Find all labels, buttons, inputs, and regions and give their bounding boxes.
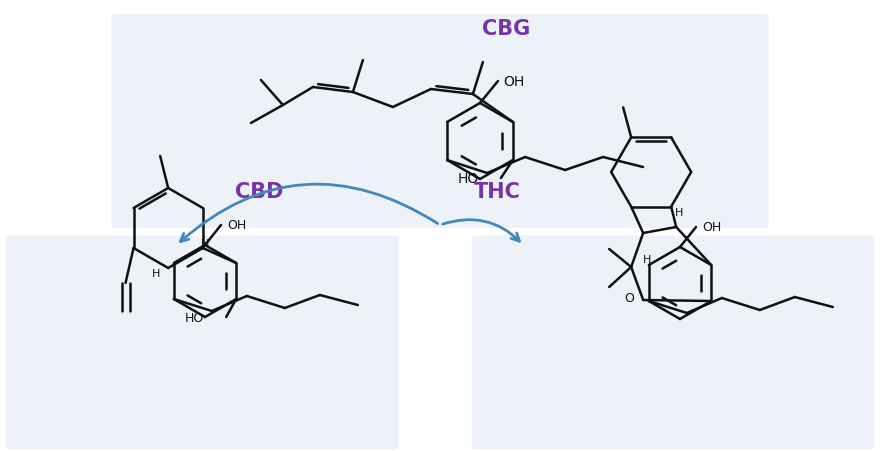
Text: H: H	[152, 268, 160, 278]
FancyBboxPatch shape	[6, 236, 399, 450]
Text: O: O	[624, 291, 634, 304]
FancyArrowPatch shape	[180, 184, 437, 242]
Text: H: H	[675, 207, 684, 217]
Text: THC: THC	[473, 182, 521, 202]
Text: CBD: CBD	[236, 182, 283, 202]
FancyBboxPatch shape	[112, 15, 768, 229]
Text: OH: OH	[227, 219, 246, 232]
FancyArrowPatch shape	[443, 220, 519, 242]
Text: CBG: CBG	[482, 19, 530, 39]
Text: OH: OH	[702, 221, 722, 234]
Text: HO: HO	[185, 311, 204, 324]
Text: H: H	[201, 239, 209, 249]
Text: OH: OH	[503, 75, 524, 89]
FancyBboxPatch shape	[473, 236, 874, 450]
Text: H: H	[643, 254, 651, 264]
Text: HO: HO	[458, 172, 479, 186]
